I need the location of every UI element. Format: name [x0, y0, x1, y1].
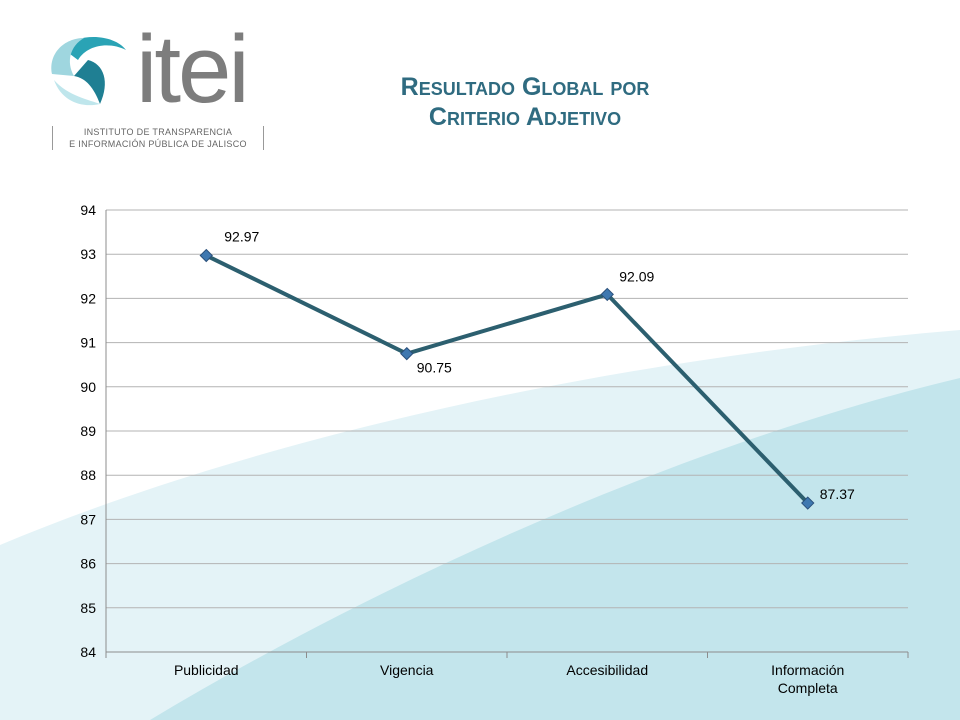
x-category-layer: Publicidad Vigencia Accesibilidad Informaci… — [174, 662, 844, 696]
slide-title-line1: Resultado Global por — [400, 73, 650, 101]
logo-tagline-line2: E INFORMACIÓN PÚBLICA DE JALISCO — [69, 139, 247, 149]
data-label-layer: 92.97 90.75 92.09 87.37 — [224, 229, 855, 503]
y-tick-label: 92 — [80, 290, 96, 306]
x-category-label: Información Completa — [771, 662, 844, 696]
x-category-label: Accesibilidad — [566, 662, 648, 678]
y-tick-label: 85 — [80, 600, 96, 616]
y-tick-label: 84 — [80, 644, 96, 660]
marker-layer — [199, 248, 815, 510]
y-tick-label: 91 — [80, 335, 96, 351]
x-category-label: Publicidad — [174, 662, 239, 678]
series-line-layer — [205, 253, 810, 505]
y-tick-layer: 84 85 86 87 88 89 90 91 92 93 94 — [80, 202, 96, 660]
data-point-marker — [801, 496, 815, 510]
logo-wordmark: itei — [136, 16, 250, 123]
data-label: 90.75 — [417, 360, 452, 376]
y-tick-label: 88 — [80, 467, 96, 483]
itei-logo: itei INSTITUTO DE TRANSPARENCIA E INFORM… — [44, 22, 274, 160]
data-point-marker — [199, 248, 213, 263]
slide-title: Resultado Global por Criterio Adjetivo — [300, 72, 750, 132]
data-point-marker — [600, 287, 614, 302]
y-tick-label: 90 — [80, 379, 96, 395]
teal-wave — [150, 378, 960, 720]
series-line — [205, 253, 810, 505]
logo-tagline: INSTITUTO DE TRANSPARENCIA E INFORMACIÓN… — [52, 126, 264, 150]
y-tick-label: 86 — [80, 556, 96, 572]
grid-layer — [105, 209, 909, 658]
slide-title-line2: Criterio Adjetivo — [428, 103, 622, 131]
y-tick-label: 89 — [80, 423, 96, 439]
data-label: 92.09 — [619, 268, 654, 284]
y-tick-label: 87 — [80, 511, 96, 527]
x-category-label: Vigencia — [380, 662, 434, 678]
data-point-marker — [400, 346, 414, 361]
y-tick-label: 93 — [80, 246, 96, 262]
y-tick-label: 94 — [80, 202, 96, 218]
logo-swirl-icon — [51, 36, 126, 106]
data-label: 92.97 — [224, 229, 259, 245]
logo-tagline-line1: INSTITUTO DE TRANSPARENCIA — [83, 127, 233, 137]
data-label: 87.37 — [820, 486, 855, 502]
